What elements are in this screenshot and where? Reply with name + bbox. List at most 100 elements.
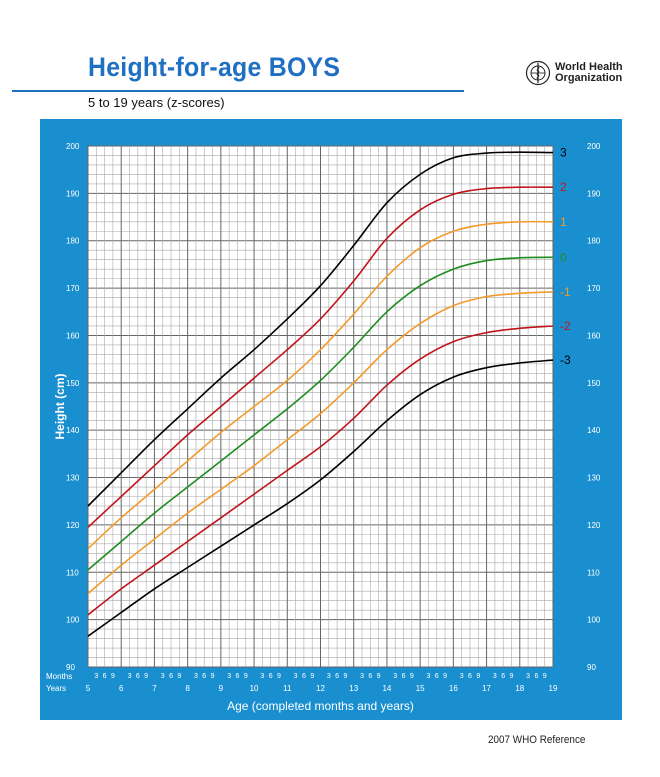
month-tick-label: 6 [269,673,273,680]
month-tick-label: 6 [435,673,439,680]
y-tick-label-left: 90 [66,663,75,672]
month-tick-label: 9 [277,673,281,680]
y-tick-label-right: 180 [587,237,601,246]
x-tick-label: 18 [515,684,524,693]
months-row-label: Months [46,672,72,681]
x-tick-label: 17 [482,684,491,693]
series-label-z-2: -2 [560,319,571,333]
month-tick-label: 9 [343,673,347,680]
month-tick-label: 9 [410,673,414,680]
month-tick-label: 6 [236,673,240,680]
month-tick-label: 3 [161,673,165,680]
y-axis-label: Height (cm) [53,373,67,439]
month-tick-label: 9 [144,673,148,680]
y-tick-label-left: 120 [66,521,80,530]
x-tick-label: 16 [449,684,458,693]
x-tick-label: 19 [549,684,558,693]
y-tick-label-left: 180 [66,237,80,246]
x-tick-label: 12 [316,684,325,693]
y-tick-label-right: 90 [587,663,596,672]
month-tick-label: 9 [177,673,181,680]
y-tick-label-left: 160 [66,331,80,340]
month-tick-label: 3 [94,673,98,680]
month-tick-label: 9 [244,673,248,680]
month-tick-label: 9 [310,673,314,680]
x-tick-label: 9 [219,684,224,693]
years-row-label: Years [46,684,66,693]
x-tick-label: 14 [382,684,391,693]
reference-note: 2007 WHO Reference [488,734,586,746]
y-tick-label-left: 140 [66,426,80,435]
month-tick-label: 3 [460,673,464,680]
month-tick-label: 6 [136,673,140,680]
y-tick-label-right: 170 [587,284,601,293]
month-tick-label: 3 [128,673,132,680]
month-tick-label: 3 [227,673,231,680]
month-tick-label: 9 [510,673,514,680]
month-tick-label: 6 [202,673,206,680]
series-label-z-3: -3 [560,353,571,367]
month-tick-label: 3 [393,673,397,680]
month-tick-label: 9 [476,673,480,680]
month-tick-label: 6 [468,673,472,680]
month-tick-label: 3 [260,673,264,680]
y-tick-label-left: 100 [66,616,80,625]
y-tick-label-right: 100 [587,616,601,625]
month-tick-label: 3 [426,673,430,680]
series-line-z2 [87,186,554,528]
series-line-z3 [87,151,554,507]
month-tick-label: 3 [194,673,198,680]
month-tick-label: 6 [501,673,505,680]
y-tick-label-right: 160 [587,331,601,340]
month-tick-label: 3 [327,673,331,680]
month-tick-label: 6 [368,673,372,680]
who-org-name: World Health Organization [555,62,623,84]
y-tick-label-left: 190 [66,189,80,198]
who-org-line1: World Health [555,61,623,73]
who-logo: World Health Organization [525,60,623,86]
x-axis-label: Age (completed months and years) [227,699,414,713]
month-tick-label: 9 [377,673,381,680]
month-tick-label: 9 [543,673,547,680]
month-tick-label: 3 [493,673,497,680]
month-tick-label: 9 [111,673,115,680]
series-line-z1 [87,220,554,550]
y-tick-label-left: 200 [66,142,80,151]
series-label-z2: 2 [560,180,567,194]
month-tick-label: 3 [360,673,364,680]
chart-title: Height-for-age BOYS [88,52,341,82]
month-tick-label: 6 [402,673,406,680]
y-tick-label-left: 150 [66,379,80,388]
y-tick-label-right: 200 [587,142,601,151]
month-tick-label: 6 [534,673,538,680]
x-tick-label: 5 [86,684,91,693]
month-tick-label: 6 [302,673,306,680]
month-tick-label: 3 [526,673,530,680]
month-tick-label: 3 [294,673,298,680]
y-tick-label-right: 150 [587,379,601,388]
series-line-z-3 [87,359,554,637]
y-tick-label-left: 170 [66,284,80,293]
x-tick-label: 13 [349,684,358,693]
x-tick-label: 11 [283,684,292,693]
x-tick-label: 7 [152,684,157,693]
series-label-z-1: -1 [560,285,571,299]
title-underline [12,90,464,92]
series-label-z1: 1 [560,215,567,229]
chart-subtitle: 5 to 19 years (z-scores) [88,95,225,110]
y-tick-label-right: 120 [587,521,601,530]
x-tick-label: 10 [250,684,259,693]
x-tick-label: 8 [185,684,190,693]
month-tick-label: 6 [335,673,339,680]
y-tick-label-right: 130 [587,474,601,483]
y-tick-label-right: 110 [587,568,600,577]
grid [87,145,554,668]
month-tick-label: 9 [211,673,215,680]
who-org-line2: Organization [555,72,623,84]
x-tick-label: 6 [119,684,124,693]
series-label-z3: 3 [560,146,567,160]
x-tick-label: 15 [416,684,425,693]
who-emblem-icon [525,60,551,86]
y-tick-label-right: 190 [587,189,601,198]
